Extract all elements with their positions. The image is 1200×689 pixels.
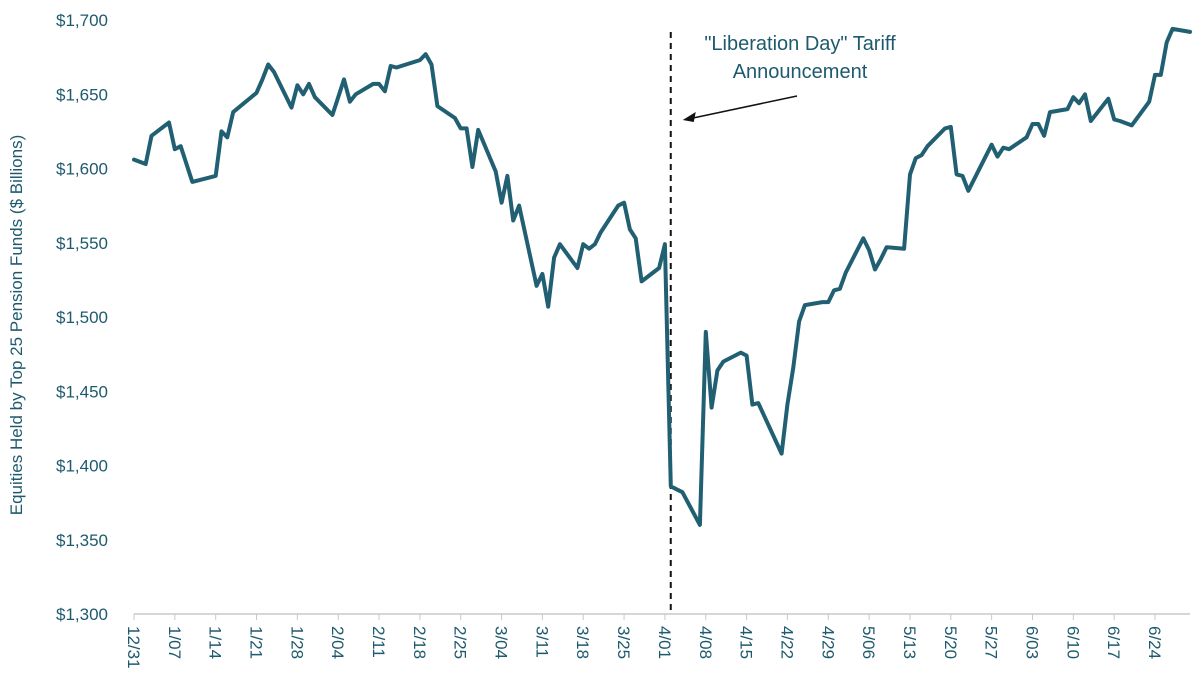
x-tick-label: 5/13 [900,626,919,659]
y-tick-label: $1,500 [56,308,108,327]
x-tick-label: 4/01 [655,626,674,659]
annotation-arrowhead [682,112,696,122]
x-tick-label: 1/28 [287,626,306,659]
annotation-label-line2: Announcement [733,61,868,83]
y-tick-label: $1,600 [56,160,108,179]
y-tick-label: $1,650 [56,85,108,104]
x-tick-label: 4/15 [737,626,756,659]
x-tick-label: 3/11 [532,626,551,658]
x-tick-label: 6/17 [1104,626,1123,659]
x-tick-label: 6/10 [1063,626,1082,659]
x-tick-label: 3/25 [614,626,633,659]
x-tick-label: 2/18 [410,626,429,659]
x-tick-label: 1/21 [247,626,266,659]
x-tick-label: 6/03 [1022,626,1041,659]
y-tick-label: $1,350 [56,531,108,550]
x-tick-label: 3/18 [573,626,592,659]
x-tick-label: 1/07 [165,626,184,659]
y-tick-label: $1,700 [56,11,108,30]
x-tick-label: 6/24 [1145,626,1164,659]
x-tick-label: 4/22 [777,626,796,659]
x-tick-label: 4/29 [818,626,837,659]
x-tick-label: 12/31 [124,626,143,669]
annotation-label-line1: "Liberation Day" Tariff [704,33,896,55]
y-tick-label: $1,450 [56,382,108,401]
y-tick-label: $1,400 [56,457,108,476]
x-tick-label: 2/25 [451,626,470,659]
annotation-arrow [690,95,798,120]
y-tick-label: $1,550 [56,234,108,253]
y-axis-ticks: $1,300 $1,350 $1,400 $1,450 $1,500 $1,550 $1,6… [56,11,108,624]
y-axis-label: Equities Held by Top 25 Pension Funds ($… [7,135,26,516]
x-tick-label: 1/14 [206,626,225,659]
x-tick-label: 2/11 [369,626,388,658]
x-tick-label: 2/04 [328,626,347,659]
x-tick-label: 5/20 [941,626,960,659]
x-tick-label: 5/27 [982,626,1001,659]
x-tick-label: 3/04 [492,626,511,659]
y-tick-label: $1,300 [56,605,108,624]
x-tick-label: 5/06 [859,626,878,659]
x-axis-ticks: 12/31 1/07 1/14 1/21 1/28 2/04 2/11 2/18 2/25 3/0… [124,614,1164,669]
series-line [132,26,1192,527]
x-tick-label: 4/08 [696,626,715,659]
